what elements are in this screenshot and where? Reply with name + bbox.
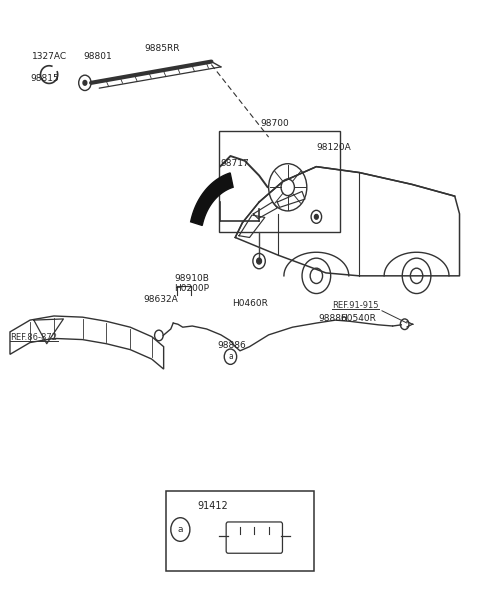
Text: 98910B: 98910B bbox=[175, 275, 209, 283]
Text: 1327AC: 1327AC bbox=[33, 52, 68, 60]
Text: 98801: 98801 bbox=[84, 52, 112, 60]
Text: H0460R: H0460R bbox=[232, 299, 268, 308]
Text: 98632A: 98632A bbox=[144, 295, 179, 304]
Text: REF.91-915: REF.91-915 bbox=[332, 301, 378, 311]
Text: 98717: 98717 bbox=[220, 159, 249, 168]
Circle shape bbox=[257, 258, 262, 264]
Text: 91412: 91412 bbox=[197, 500, 228, 511]
Text: 98815: 98815 bbox=[30, 74, 59, 82]
Text: 9885RR: 9885RR bbox=[144, 44, 180, 53]
Text: REF.86-872: REF.86-872 bbox=[10, 333, 57, 342]
Text: 98886: 98886 bbox=[319, 314, 348, 323]
Text: H0200P: H0200P bbox=[175, 283, 210, 293]
Circle shape bbox=[83, 81, 87, 85]
Polygon shape bbox=[191, 173, 233, 225]
Text: H0540R: H0540R bbox=[340, 314, 376, 323]
Text: 98700: 98700 bbox=[260, 119, 289, 128]
Circle shape bbox=[314, 215, 318, 219]
Text: 98886: 98886 bbox=[217, 341, 246, 350]
Text: 98120A: 98120A bbox=[316, 143, 351, 152]
Text: a: a bbox=[228, 352, 233, 361]
Text: a: a bbox=[178, 525, 183, 534]
